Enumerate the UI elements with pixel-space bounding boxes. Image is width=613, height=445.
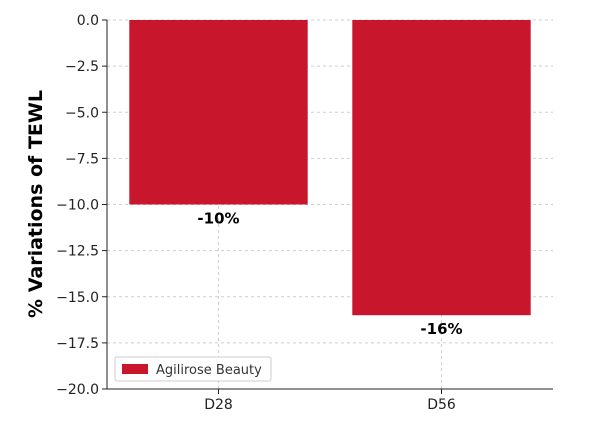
y-tick-label: −17.5 — [56, 336, 99, 352]
x-tick-label: D56 — [427, 397, 456, 413]
legend-label: Agilirose Beauty — [156, 363, 262, 378]
data-labels: -10% -16% — [197, 210, 462, 339]
y-tick-label: −12.5 — [56, 244, 99, 260]
y-axis-label: % Variations of TEWL — [25, 90, 47, 318]
bar-d56 — [352, 20, 531, 316]
x-ticks: D28 D56 — [204, 389, 456, 413]
y-tick-label: −15.0 — [56, 290, 99, 306]
y-tick-label: −10.0 — [56, 198, 99, 214]
y-tick-label: −5.0 — [65, 105, 99, 121]
legend-box — [114, 356, 272, 382]
y-tick-label: 0.0 — [77, 13, 99, 29]
y-tick-label: −7.5 — [65, 151, 99, 167]
y-ticks: 0.0 −2.5 −5.0 −7.5 −10.0 −12.5 −15.0 −17.5 −20.0 — [56, 13, 107, 398]
legend-swatch — [122, 364, 148, 374]
y-tick-label: −2.5 — [65, 59, 99, 75]
data-label-d28: -10% — [197, 210, 239, 228]
x-tick-label: D28 — [204, 397, 233, 413]
bars — [129, 20, 531, 316]
data-label-d56: -16% — [420, 320, 462, 338]
y-tick-label: −20.0 — [56, 382, 99, 398]
legend: Agilirose Beauty — [114, 356, 272, 382]
bar-d28 — [129, 20, 308, 205]
